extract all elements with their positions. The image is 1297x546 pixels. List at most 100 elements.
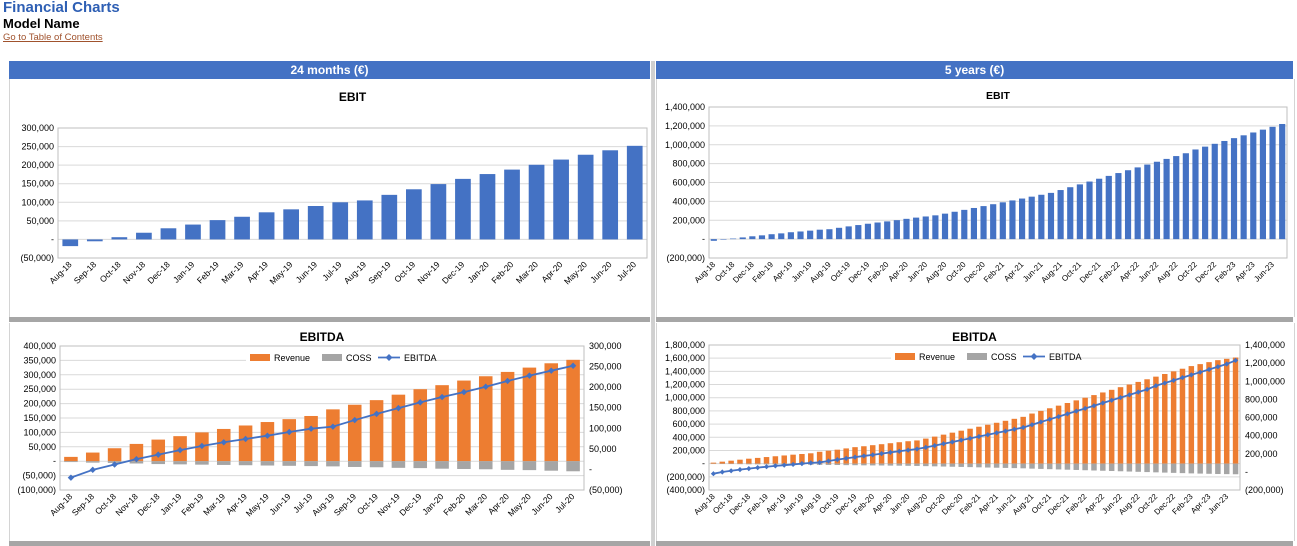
ebit-bar bbox=[86, 239, 103, 242]
revenue-bar bbox=[1002, 420, 1009, 464]
ebitda-marker bbox=[1224, 361, 1230, 367]
ebit-bar bbox=[553, 159, 569, 240]
x-tick-label: Jun-19 bbox=[267, 491, 293, 517]
coss-bar bbox=[1153, 463, 1159, 473]
ebitda-marker bbox=[1029, 422, 1035, 428]
ebit-bar bbox=[710, 239, 717, 241]
coss-bar bbox=[1038, 463, 1044, 469]
chart-svg-ebit-60: EBIT (200,000) - 200,000 400,000 600,000 800,0… bbox=[665, 90, 1288, 285]
coss-bar bbox=[896, 463, 903, 466]
y-tick-label: 300,000 bbox=[21, 123, 54, 133]
revenue-bar bbox=[781, 455, 787, 464]
coss-bar bbox=[369, 461, 384, 468]
revenue-bar bbox=[1188, 366, 1195, 464]
x-tick-label: May-20 bbox=[506, 491, 533, 518]
ebit-bar bbox=[504, 169, 520, 240]
revenue-bar bbox=[347, 404, 362, 462]
revenue-bar bbox=[435, 385, 449, 462]
chart-svg-ebit-24: EBIT (50,000) - 50,000 100,000 150,000 200,000… bbox=[20, 90, 648, 286]
chart-title: EBIT bbox=[986, 90, 1011, 102]
revenue-bar bbox=[1011, 418, 1018, 464]
coss-bar bbox=[1126, 463, 1133, 472]
ebit-bar bbox=[835, 227, 843, 240]
y-tick-label: 1,200,000 bbox=[665, 121, 705, 131]
ebitda-marker bbox=[967, 435, 973, 441]
ebit-bar bbox=[602, 150, 619, 240]
ebitda-marker bbox=[460, 388, 468, 396]
revenue-bar bbox=[1197, 364, 1203, 464]
revenue-bar bbox=[391, 394, 406, 462]
ebit-bar bbox=[1240, 135, 1247, 240]
coss-bar bbox=[282, 461, 297, 466]
coss-bar bbox=[931, 463, 938, 467]
ebitda-marker bbox=[286, 428, 293, 436]
coss-bar bbox=[1108, 463, 1115, 472]
ebitda-marker bbox=[728, 468, 734, 474]
ebitda-marker bbox=[772, 463, 778, 469]
ebitda-marker bbox=[949, 439, 955, 445]
y-tick-label: 1,400,000 bbox=[665, 102, 705, 112]
coss-bar bbox=[1162, 463, 1168, 473]
revenue-bar bbox=[1029, 413, 1035, 464]
revenue-bar bbox=[522, 367, 537, 462]
ebit-bar bbox=[1057, 190, 1064, 240]
ebitda-marker bbox=[1073, 408, 1079, 414]
revenue-bar bbox=[1038, 410, 1044, 464]
revenue-bar bbox=[940, 434, 947, 464]
model-name: Model Name bbox=[3, 16, 80, 31]
coss-bar bbox=[754, 463, 761, 465]
chart-title: EBIT bbox=[339, 90, 367, 104]
revenue-bar bbox=[1179, 368, 1186, 464]
revenue-bar bbox=[1091, 395, 1097, 464]
x-tick-label: Mar-20 bbox=[463, 491, 489, 517]
coss-bar bbox=[746, 463, 752, 465]
y2-tick-label: - bbox=[589, 464, 592, 474]
table-of-contents-link[interactable]: Go to Table of Contents bbox=[3, 32, 103, 43]
ebit-bar bbox=[381, 194, 398, 240]
ebitda-marker bbox=[89, 466, 96, 474]
ebitda-marker bbox=[1011, 426, 1017, 432]
ebit-bar bbox=[234, 216, 250, 240]
ebit-bar bbox=[626, 145, 643, 240]
y2-tick-label: 300,000 bbox=[589, 341, 622, 351]
coss-bar bbox=[151, 461, 166, 465]
ebit-bar bbox=[160, 228, 177, 240]
x-tick-label: Aug-19 bbox=[342, 259, 369, 286]
y-tick-label: (200,000) bbox=[666, 253, 705, 263]
y-tick-label: 200,000 bbox=[672, 215, 705, 225]
ebit-bar bbox=[874, 222, 881, 240]
divider bbox=[656, 317, 1293, 322]
ebitda-marker bbox=[817, 459, 823, 466]
ebitda-marker bbox=[1153, 383, 1159, 389]
ebit-bar bbox=[758, 235, 766, 240]
revenue-bar bbox=[763, 457, 770, 464]
revenue-bar bbox=[282, 419, 297, 462]
revenue-bar bbox=[566, 359, 580, 462]
x-tick-label: May-19 bbox=[244, 491, 271, 518]
ebitda-marker bbox=[351, 416, 358, 424]
ebit-bar bbox=[970, 207, 977, 240]
coss-bar bbox=[993, 463, 1000, 468]
revenue-bar bbox=[1144, 379, 1150, 464]
coss-bar bbox=[914, 463, 920, 466]
revenue-bar bbox=[413, 389, 428, 462]
ebitda-marker bbox=[940, 441, 947, 447]
ebit-bar bbox=[1202, 146, 1209, 240]
coss-bar bbox=[1082, 463, 1088, 471]
coss-bar bbox=[1091, 463, 1097, 471]
ebit-bar bbox=[1269, 126, 1276, 240]
revenue-bar bbox=[1055, 405, 1062, 464]
revenue-bar bbox=[719, 461, 726, 464]
coss-bar bbox=[85, 461, 100, 463]
ebit-bar bbox=[787, 232, 794, 240]
ebit-bar bbox=[932, 215, 939, 240]
coss-bar bbox=[1117, 463, 1124, 472]
x-tick-label: Jan-20 bbox=[465, 259, 491, 285]
legend-revenue-swatch bbox=[250, 354, 270, 361]
ebitda-marker bbox=[1135, 389, 1141, 395]
coss-bar bbox=[976, 463, 982, 468]
revenue-bar bbox=[304, 415, 318, 462]
revenue-bar bbox=[967, 428, 973, 464]
revenue-bar bbox=[772, 456, 779, 464]
ebitda-marker bbox=[861, 453, 867, 459]
